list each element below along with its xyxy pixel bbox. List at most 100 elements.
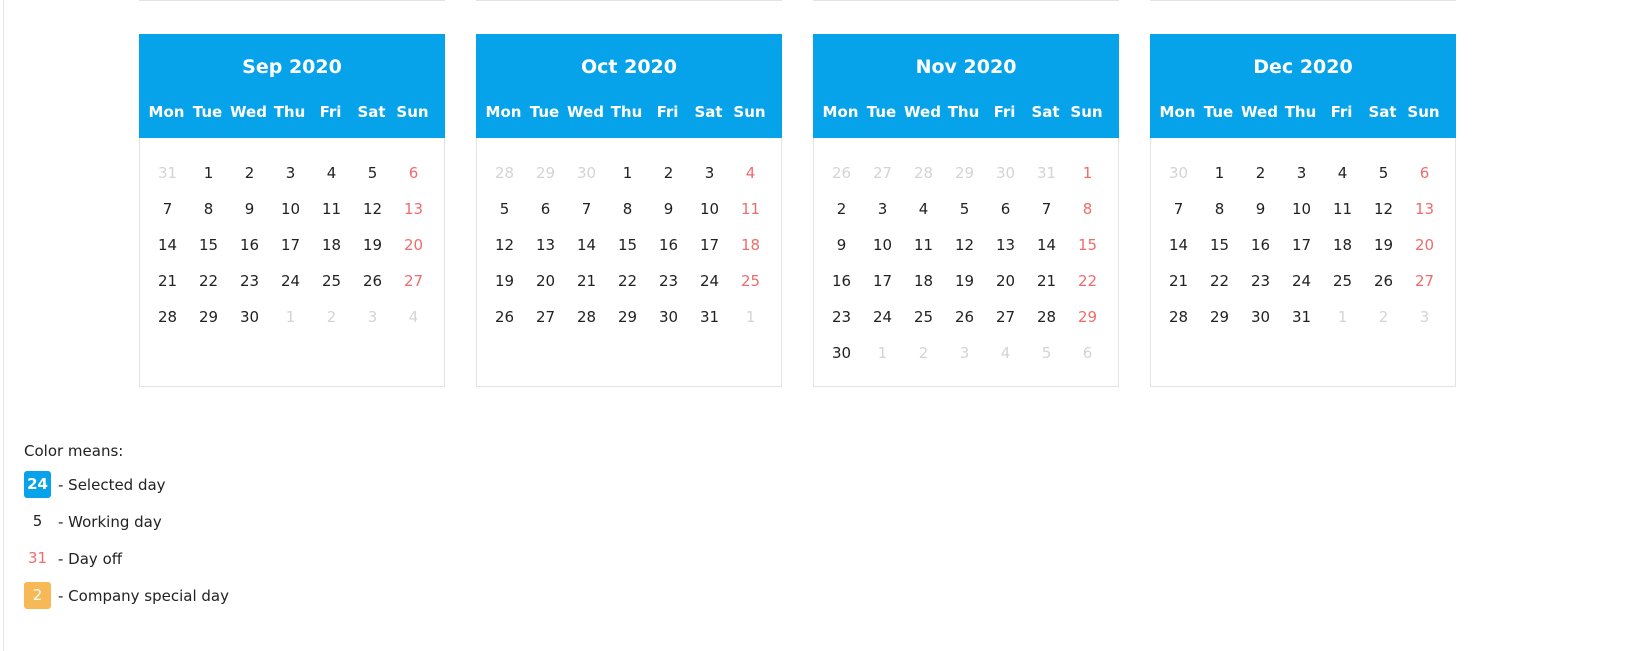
day-cell[interactable]: 1 [622,164,633,182]
day-cell[interactable]: 2 [663,164,674,182]
day-cell[interactable]: 21 [1168,272,1189,290]
day-off-cell[interactable]: 25 [740,272,761,290]
day-cell[interactable]: 21 [1036,272,1057,290]
day-cell[interactable]: 30 [1250,308,1271,326]
day-off-cell[interactable]: 4 [745,164,756,182]
day-cell[interactable]: 13 [995,236,1016,254]
day-cell[interactable]: 28 [576,308,597,326]
day-cell[interactable]: 30 [658,308,679,326]
day-cell[interactable]: 23 [239,272,260,290]
day-cell[interactable]: 14 [576,236,597,254]
day-off-cell[interactable]: 11 [740,200,761,218]
day-cell[interactable]: 20 [535,272,556,290]
day-cell[interactable]: 9 [1255,200,1266,218]
day-cell[interactable]: 23 [831,308,852,326]
day-cell[interactable]: 23 [1250,272,1271,290]
day-cell[interactable]: 15 [617,236,638,254]
day-cell[interactable]: 14 [1168,236,1189,254]
day-off-cell[interactable]: 27 [403,272,424,290]
day-off-cell[interactable]: 22 [1077,272,1098,290]
day-cell[interactable]: 21 [576,272,597,290]
day-cell[interactable]: 2 [244,164,255,182]
day-cell[interactable]: 28 [157,308,178,326]
day-cell[interactable]: 16 [1250,236,1271,254]
day-cell[interactable]: 16 [658,236,679,254]
day-cell[interactable]: 3 [1296,164,1307,182]
day-cell[interactable]: 15 [1209,236,1230,254]
day-cell[interactable]: 22 [617,272,638,290]
day-off-cell[interactable]: 13 [1414,200,1435,218]
day-cell[interactable]: 22 [198,272,219,290]
day-cell[interactable]: 24 [872,308,893,326]
day-cell[interactable]: 16 [831,272,852,290]
day-cell[interactable]: 26 [494,308,515,326]
day-cell[interactable]: 25 [1332,272,1353,290]
day-cell[interactable]: 8 [622,200,633,218]
day-cell[interactable]: 19 [1373,236,1394,254]
day-off-cell[interactable]: 29 [1077,308,1098,326]
day-cell[interactable]: 20 [995,272,1016,290]
day-cell[interactable]: 25 [321,272,342,290]
day-cell[interactable]: 17 [699,236,720,254]
day-off-cell[interactable]: 20 [403,236,424,254]
day-cell[interactable]: 12 [954,236,975,254]
day-cell[interactable]: 8 [1214,200,1225,218]
day-cell[interactable]: 1 [203,164,214,182]
day-cell[interactable]: 1 [1214,164,1225,182]
day-cell[interactable]: 24 [1291,272,1312,290]
day-off-cell[interactable]: 6 [1419,164,1430,182]
day-cell[interactable]: 23 [658,272,679,290]
day-off-cell[interactable]: 6 [408,164,419,182]
day-cell[interactable]: 17 [1291,236,1312,254]
day-cell[interactable]: 14 [157,236,178,254]
day-cell[interactable]: 26 [1373,272,1394,290]
day-cell[interactable]: 6 [540,200,551,218]
day-cell[interactable]: 10 [280,200,301,218]
day-cell[interactable]: 19 [362,236,383,254]
day-cell[interactable]: 11 [913,236,934,254]
day-cell[interactable]: 3 [704,164,715,182]
day-cell[interactable]: 30 [239,308,260,326]
day-cell[interactable]: 4 [1337,164,1348,182]
day-cell[interactable]: 25 [913,308,934,326]
day-cell[interactable]: 6 [1000,200,1011,218]
day-cell[interactable]: 18 [913,272,934,290]
day-cell[interactable]: 9 [836,236,847,254]
day-cell[interactable]: 9 [663,200,674,218]
day-cell[interactable]: 30 [831,344,852,362]
day-cell[interactable]: 10 [699,200,720,218]
day-cell[interactable]: 28 [1168,308,1189,326]
day-cell[interactable]: 13 [535,236,556,254]
day-cell[interactable]: 12 [494,236,515,254]
day-cell[interactable]: 27 [535,308,556,326]
day-cell[interactable]: 4 [326,164,337,182]
day-cell[interactable]: 9 [244,200,255,218]
day-cell[interactable]: 2 [836,200,847,218]
day-cell[interactable]: 29 [1209,308,1230,326]
day-off-cell[interactable]: 18 [740,236,761,254]
day-cell[interactable]: 14 [1036,236,1057,254]
day-off-cell[interactable]: 1 [1082,164,1093,182]
day-off-cell[interactable]: 13 [403,200,424,218]
day-cell[interactable]: 8 [203,200,214,218]
day-cell[interactable]: 5 [1378,164,1389,182]
day-cell[interactable]: 5 [367,164,378,182]
day-cell[interactable]: 16 [239,236,260,254]
day-cell[interactable]: 26 [362,272,383,290]
day-cell[interactable]: 29 [198,308,219,326]
day-off-cell[interactable]: 20 [1414,236,1435,254]
day-cell[interactable]: 19 [494,272,515,290]
day-cell[interactable]: 7 [581,200,592,218]
day-cell[interactable]: 5 [499,200,510,218]
day-off-cell[interactable]: 27 [1414,272,1435,290]
day-cell[interactable]: 18 [321,236,342,254]
day-cell[interactable]: 26 [954,308,975,326]
day-cell[interactable]: 12 [1373,200,1394,218]
day-cell[interactable]: 7 [162,200,173,218]
day-cell[interactable]: 12 [362,200,383,218]
day-cell[interactable]: 31 [699,308,720,326]
day-cell[interactable]: 24 [699,272,720,290]
day-cell[interactable]: 7 [1173,200,1184,218]
day-cell[interactable]: 17 [872,272,893,290]
day-cell[interactable]: 2 [1255,164,1266,182]
